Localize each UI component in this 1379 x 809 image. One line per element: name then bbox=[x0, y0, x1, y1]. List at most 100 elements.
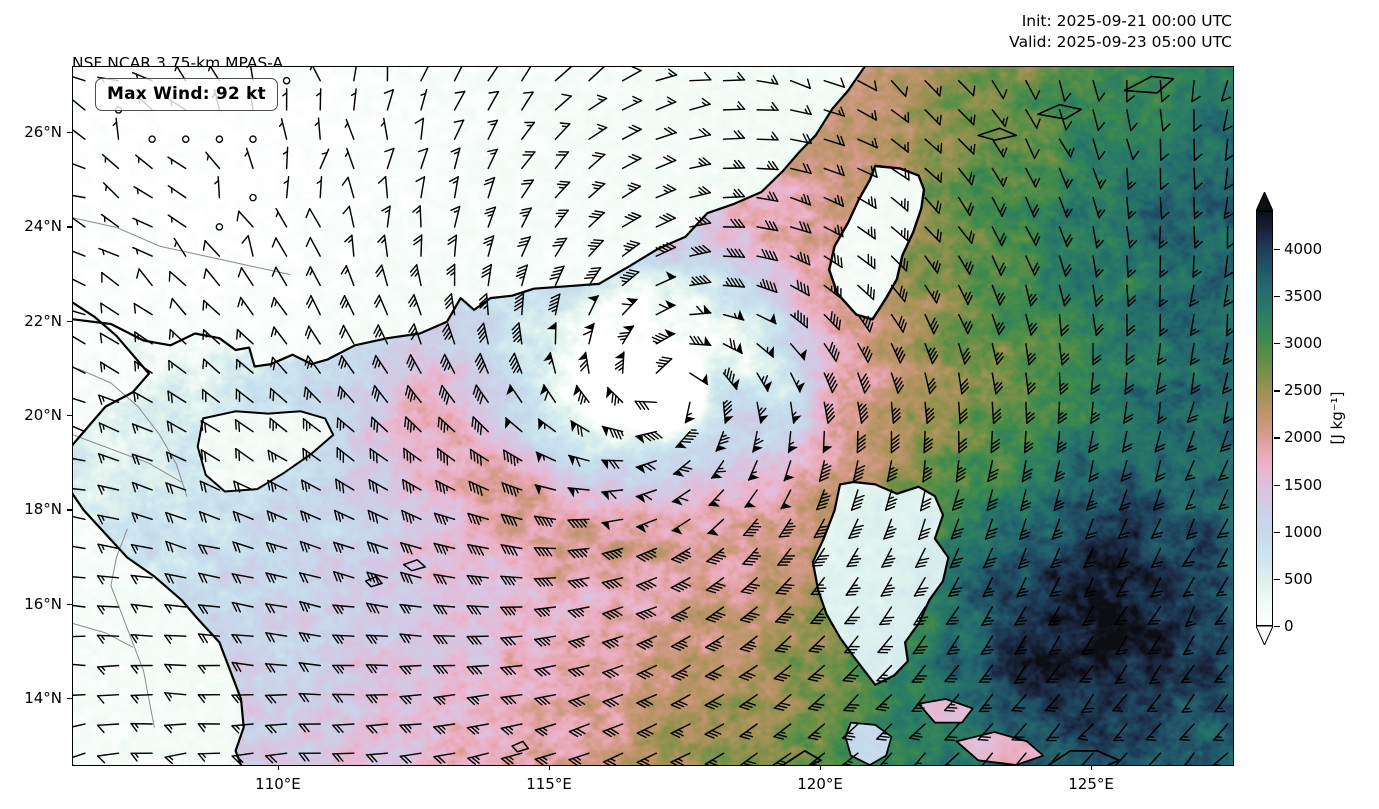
wind-barb bbox=[73, 335, 86, 345]
latitude-tickmark bbox=[67, 697, 72, 700]
barb-full-10kt bbox=[872, 289, 875, 301]
wind-barb bbox=[991, 138, 1008, 158]
barb-half-5kt bbox=[718, 551, 725, 554]
wind-barb bbox=[371, 384, 389, 404]
wind-barb bbox=[982, 547, 997, 569]
wind-barb bbox=[1158, 226, 1168, 249]
barb-shaft bbox=[722, 137, 746, 140]
wind-barb bbox=[1147, 606, 1162, 625]
barb-shaft bbox=[231, 723, 254, 727]
wind-barb bbox=[365, 723, 389, 734]
barb-shaft bbox=[466, 723, 489, 729]
wind-barb bbox=[671, 664, 691, 681]
wind-barb bbox=[567, 664, 590, 677]
barb-full-10kt bbox=[952, 531, 963, 536]
barb-shaft bbox=[165, 451, 187, 462]
wind-barb bbox=[957, 79, 976, 97]
barb-full-10kt bbox=[617, 335, 629, 338]
barb-full-10kt bbox=[500, 513, 506, 524]
barb-full-10kt bbox=[680, 581, 691, 587]
wind-barb bbox=[96, 723, 120, 734]
barb-full-10kt bbox=[1016, 619, 1028, 623]
barb-shaft bbox=[101, 271, 120, 287]
barb-pennant-50kt bbox=[506, 384, 514, 396]
barb-half-5kt bbox=[244, 151, 249, 157]
wind-barb bbox=[991, 196, 1007, 217]
barb-full-10kt bbox=[1153, 506, 1164, 511]
barb-shaft bbox=[250, 67, 254, 82]
barb-full-10kt bbox=[651, 336, 662, 342]
barb-shaft bbox=[264, 723, 288, 727]
barb-shaft bbox=[312, 67, 321, 82]
barb-full-10kt bbox=[336, 572, 342, 583]
barb-full-10kt bbox=[1054, 476, 1065, 482]
barb-full-10kt bbox=[376, 391, 380, 402]
wind-barb bbox=[584, 267, 602, 287]
wind-barb bbox=[231, 633, 254, 644]
wind-barb bbox=[1092, 313, 1104, 337]
barb-half-5kt bbox=[453, 151, 460, 155]
barb-half-5kt bbox=[561, 125, 568, 128]
barb-shaft bbox=[131, 453, 153, 462]
barb-full-10kt bbox=[1154, 476, 1165, 482]
wind-barb bbox=[377, 234, 389, 257]
wind-barb bbox=[922, 460, 933, 483]
wind-barb bbox=[823, 341, 840, 362]
barb-shaft bbox=[500, 693, 523, 699]
barb-half-5kt bbox=[444, 545, 449, 552]
barb-full-10kt bbox=[1066, 237, 1073, 248]
barb-shaft bbox=[443, 353, 456, 374]
barb-full-10kt bbox=[900, 319, 905, 330]
barb-shaft bbox=[96, 634, 120, 637]
barb-pennant-50kt bbox=[715, 444, 727, 452]
wind-barb bbox=[415, 176, 426, 199]
wind-barb bbox=[978, 664, 994, 683]
barb-full-10kt bbox=[376, 421, 379, 433]
barb-full-10kt bbox=[130, 664, 138, 674]
wind-barb bbox=[655, 96, 677, 111]
barb-full-10kt bbox=[674, 614, 685, 620]
barb-full-10kt bbox=[704, 704, 715, 710]
barb-full-10kt bbox=[1114, 623, 1126, 626]
barb-shaft bbox=[73, 99, 86, 111]
wind-barb bbox=[756, 160, 779, 171]
wind-barb bbox=[708, 489, 725, 507]
barb-full-10kt bbox=[1089, 472, 1100, 479]
barb-full-10kt bbox=[1035, 236, 1041, 247]
barb-full-10kt bbox=[642, 493, 653, 501]
barb-pennant-50kt bbox=[535, 451, 543, 463]
barb-shaft bbox=[401, 478, 422, 491]
barb-full-10kt bbox=[404, 416, 407, 428]
barb-shaft bbox=[991, 255, 1002, 277]
barb-half-5kt bbox=[893, 377, 898, 383]
barb-full-10kt bbox=[821, 465, 832, 471]
barb-half-5kt bbox=[413, 301, 418, 307]
barb-shaft bbox=[1092, 196, 1100, 219]
wind-barb bbox=[924, 138, 943, 154]
barb-full-10kt bbox=[749, 612, 760, 616]
barb-half-5kt bbox=[384, 209, 391, 213]
barb-full-10kt bbox=[799, 251, 804, 263]
barb-full-10kt bbox=[773, 677, 785, 682]
barb-full-10kt bbox=[1118, 590, 1129, 594]
barb-shaft bbox=[1126, 284, 1130, 308]
wind-barb bbox=[165, 540, 187, 553]
barb-shaft bbox=[1224, 167, 1229, 191]
barb-shaft bbox=[239, 296, 254, 316]
wind-barb bbox=[298, 662, 321, 673]
barb-full-10kt bbox=[596, 94, 608, 100]
wind-barb bbox=[1159, 79, 1170, 103]
barb-shaft bbox=[722, 284, 746, 288]
wind-barb bbox=[73, 576, 86, 579]
barb-full-10kt bbox=[773, 707, 785, 711]
barb-full-10kt bbox=[854, 468, 865, 475]
barb-full-10kt bbox=[265, 603, 272, 613]
barb-full-10kt bbox=[408, 513, 412, 524]
barb-shaft bbox=[1216, 577, 1229, 597]
wind-barb bbox=[774, 606, 795, 624]
barb-full-10kt bbox=[575, 608, 584, 617]
wind-barb bbox=[1013, 664, 1027, 684]
barb-half-5kt bbox=[411, 514, 415, 521]
barb-shaft bbox=[73, 488, 86, 491]
barb-full-10kt bbox=[1095, 269, 1104, 278]
